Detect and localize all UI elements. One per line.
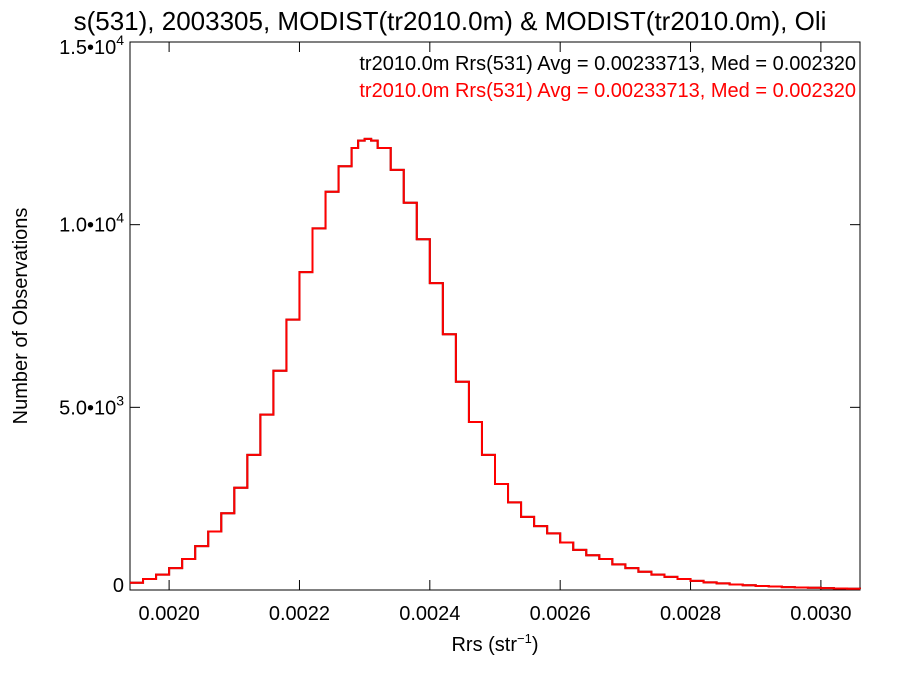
plot-frame (129, 41, 861, 591)
y-tick-label: 1.5•104 (59, 32, 124, 59)
x-tick-label: 0.0020 (139, 603, 200, 625)
legend-entry-black: tr2010.0m Rrs(531) Avg = 0.00233713, Med… (359, 53, 856, 75)
series-line-black (130, 137, 861, 590)
x-axis: 0.0020 0.0022 0.0024 0.0026 0.0028 0.0030 (139, 42, 851, 625)
y-axis: 0 5.0•103 1.0•104 1.5•104 (59, 32, 860, 597)
y-axis-label: Number of Observations (10, 208, 32, 425)
x-axis-label-sup: −1 (517, 631, 532, 646)
legend-entry-red: tr2010.0m Rrs(531) Avg = 0.00233713, Med… (359, 80, 856, 102)
y-tick-label: 1.0•104 (59, 210, 124, 237)
x-tick-label: 0.0022 (269, 603, 330, 625)
x-tick-label: 0.0026 (530, 603, 591, 625)
x-tick-label: 0.0028 (660, 603, 721, 625)
chart-title: s(531), 2003305, MODIST(tr2010.0m) & MOD… (74, 6, 827, 36)
x-axis-label-end: ) (532, 634, 539, 656)
plot-area: 0.0020 0.0022 0.0024 0.0026 0.0028 0.0030 0 5.… (59, 32, 861, 625)
x-axis-label-text: Rrs (str (451, 634, 517, 656)
series-line-red (130, 137, 861, 590)
x-axis-label: Rrs (str−1) (451, 631, 538, 656)
x-tick-label: 0.0024 (399, 603, 460, 625)
y-tick-label: 0 (113, 575, 124, 597)
series-layer (130, 137, 861, 590)
y-tick-label: 5.0•103 (59, 392, 124, 419)
x-tick-label: 0.0030 (790, 603, 851, 625)
